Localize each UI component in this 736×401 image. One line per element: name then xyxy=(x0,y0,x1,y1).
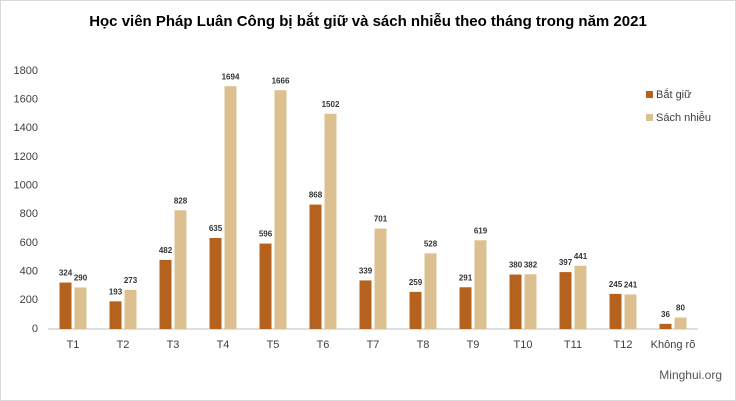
x-tick-label: T4 xyxy=(217,339,230,351)
bar xyxy=(209,237,222,329)
value-label: 635 xyxy=(209,224,223,233)
value-label: 245 xyxy=(609,280,623,289)
y-tick-label: 1800 xyxy=(14,65,38,77)
y-tick-label: 1000 xyxy=(14,180,38,192)
x-tick-label: Không rõ xyxy=(651,339,696,351)
bar xyxy=(409,291,422,329)
bar xyxy=(574,265,587,329)
bar xyxy=(309,204,322,329)
x-tick-label: T2 xyxy=(117,339,130,351)
x-tick-label: T5 xyxy=(267,339,280,351)
bar xyxy=(609,293,622,329)
bar xyxy=(259,243,272,329)
bar xyxy=(424,253,437,329)
legend-label: Sách nhiễu xyxy=(656,111,711,124)
bar xyxy=(59,282,72,329)
bar xyxy=(359,280,372,329)
value-label: 1694 xyxy=(222,72,240,81)
value-label: 241 xyxy=(624,281,638,290)
bar xyxy=(159,259,172,329)
value-label: 397 xyxy=(559,258,573,267)
x-tick-label: T11 xyxy=(564,339,582,351)
bar xyxy=(374,228,387,329)
value-label: 382 xyxy=(524,260,538,269)
legend-swatch xyxy=(646,91,653,98)
x-tick-label: T12 xyxy=(614,339,633,351)
bar xyxy=(659,323,672,329)
value-label: 36 xyxy=(661,310,670,319)
bar xyxy=(474,240,487,329)
bar xyxy=(524,274,537,329)
value-label: 339 xyxy=(359,267,373,276)
y-tick-label: 1400 xyxy=(14,122,38,134)
value-label: 1666 xyxy=(272,76,290,85)
value-label: 619 xyxy=(474,226,488,235)
value-label: 80 xyxy=(676,304,685,313)
value-label: 193 xyxy=(109,287,123,296)
bar xyxy=(124,289,137,329)
y-tick-label: 0 xyxy=(32,323,38,335)
value-label: 380 xyxy=(509,261,523,270)
y-tick-label: 1200 xyxy=(14,151,38,163)
x-tick-label: T8 xyxy=(417,339,430,351)
value-label: 828 xyxy=(174,196,188,205)
x-tick-label: T1 xyxy=(67,339,80,351)
x-tick-label: T9 xyxy=(467,339,480,351)
value-label: 324 xyxy=(59,269,73,278)
bar xyxy=(274,90,287,329)
bar xyxy=(109,301,122,329)
bar xyxy=(459,287,472,329)
watermark: Minghui.org xyxy=(659,368,722,382)
chart-title: Học viên Pháp Luân Công bị bắt giữ và sá… xyxy=(89,12,647,30)
y-tick-label: 200 xyxy=(20,294,38,306)
x-tick-label: T3 xyxy=(167,339,180,351)
x-tick-label: T10 xyxy=(514,339,533,351)
value-label: 596 xyxy=(259,230,273,239)
value-label: 868 xyxy=(309,191,323,200)
value-label: 291 xyxy=(459,273,473,282)
legend-label: Bắt giữ xyxy=(656,88,692,101)
value-label: 1502 xyxy=(322,100,340,109)
y-tick-label: 800 xyxy=(20,208,38,220)
bar xyxy=(74,287,87,329)
value-label: 528 xyxy=(424,239,438,248)
value-label: 259 xyxy=(409,278,423,287)
value-label: 701 xyxy=(374,215,388,224)
value-label: 441 xyxy=(574,252,588,261)
x-tick-label: T6 xyxy=(317,339,330,351)
bar xyxy=(674,317,687,329)
bar xyxy=(624,294,637,329)
bar xyxy=(509,274,522,329)
bar xyxy=(324,113,337,329)
y-tick-label: 1600 xyxy=(14,94,38,106)
y-tick-label: 400 xyxy=(20,266,38,278)
bar xyxy=(224,86,237,330)
x-tick-label: T7 xyxy=(367,339,380,351)
value-label: 273 xyxy=(124,276,138,285)
value-label: 290 xyxy=(74,274,88,283)
bar xyxy=(559,272,572,329)
y-tick-label: 600 xyxy=(20,237,38,249)
bar xyxy=(174,210,187,329)
value-label: 482 xyxy=(159,246,173,255)
legend-swatch xyxy=(646,114,653,121)
